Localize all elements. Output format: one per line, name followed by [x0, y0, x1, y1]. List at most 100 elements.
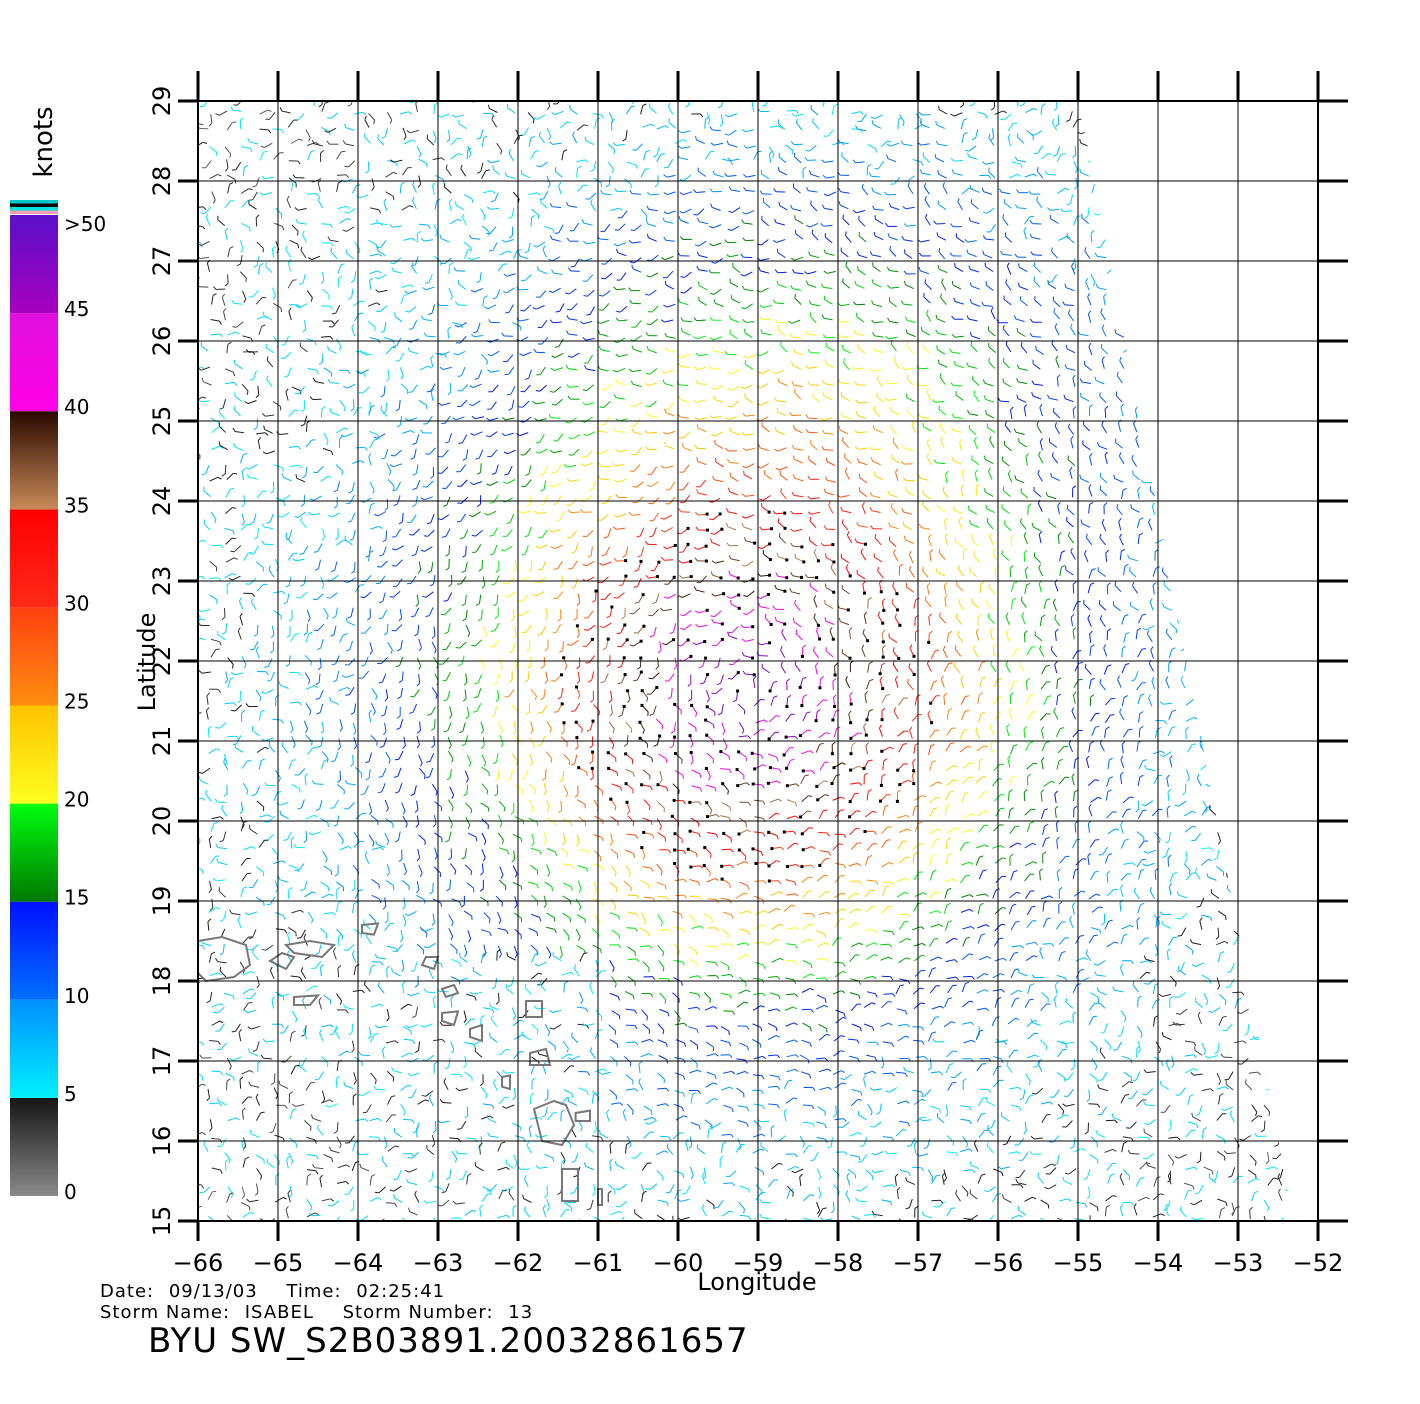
wind-vector-barb: [893, 438, 894, 442]
wind-vector: [896, 472, 898, 481]
wind-vector: [872, 496, 881, 498]
wind-vector: [1282, 161, 1288, 168]
wind-vector-barb: [1030, 319, 1032, 322]
wind-vector: [1024, 553, 1025, 562]
wind-vector-barb: [199, 124, 203, 125]
wind-vector: [337, 175, 346, 176]
wind-vector: [714, 611, 721, 617]
wind-vector-barb: [392, 92, 394, 95]
wind-vector: [1021, 522, 1027, 529]
wind-vector: [1106, 553, 1107, 562]
wind-vector: [1211, 618, 1217, 625]
wind-vector: [1231, 422, 1233, 431]
wind-vector-barb: [299, 139, 303, 141]
wind-vector-barb: [1241, 538, 1242, 542]
wind-vector-barb: [509, 149, 511, 153]
wind-vector: [509, 367, 514, 374]
rain-flag-dot: [705, 545, 708, 548]
wind-vector-barb: [1138, 487, 1141, 490]
wind-vector: [972, 602, 979, 608]
wind-vector: [1212, 89, 1218, 96]
wind-vector-barb: [607, 616, 611, 618]
wind-vector: [383, 610, 387, 618]
wind-vector-barb: [773, 240, 776, 242]
wind-vector: [211, 512, 216, 520]
wind-vector: [1138, 376, 1139, 385]
wind-vector-barb: [1195, 417, 1198, 420]
wind-vector: [1025, 570, 1027, 579]
wind-vector-barb: [1017, 328, 1018, 332]
wind-vector-barb: [713, 171, 715, 175]
wind-vector-barb: [1125, 615, 1129, 616]
wind-vector: [795, 478, 804, 481]
wind-vector-barb: [952, 457, 953, 461]
wind-vector: [732, 299, 740, 303]
wind-vector: [1243, 383, 1252, 385]
wind-vector-barb: [630, 645, 634, 646]
wind-vector-barb: [232, 300, 234, 303]
wind-vector-barb: [1048, 154, 1052, 155]
wind-vector: [1083, 96, 1092, 98]
wind-vector-barb: [256, 395, 259, 398]
wind-vector-barb: [986, 410, 987, 414]
wind-vector-barb: [264, 92, 266, 95]
wind-vector: [1149, 394, 1155, 400]
wind-vector-barb: [1205, 402, 1209, 404]
wind-vector-barb: [1055, 422, 1057, 426]
wind-vector-barb: [421, 238, 424, 241]
wind-vector-barb: [696, 381, 698, 384]
wind-vector: [260, 129, 269, 130]
wind-vector-barb: [227, 583, 230, 586]
wind-vector-barb: [1047, 395, 1049, 399]
wind-vector: [1219, 512, 1228, 513]
wind-vector-barb: [795, 294, 796, 298]
wind-vector: [958, 569, 964, 576]
wind-vector-barb: [1300, 409, 1302, 413]
wind-vector: [670, 482, 675, 490]
wind-vector: [1103, 194, 1106, 202]
wind-vector-barb: [678, 130, 681, 133]
wind-vector-barb: [1028, 504, 1031, 506]
wind-vector-barb: [1150, 198, 1153, 201]
wind-vector: [351, 513, 355, 521]
wind-vector: [416, 103, 418, 112]
rain-flag-dot: [770, 527, 773, 530]
wind-vector: [474, 432, 482, 436]
wind-vector: [745, 130, 754, 132]
wind-vector-barb: [920, 170, 922, 174]
wind-vector: [712, 207, 721, 210]
wind-vector-barb: [351, 408, 354, 411]
wind-vector-barb: [477, 172, 481, 174]
wind-vector-barb: [989, 468, 991, 472]
wind-vector: [1065, 305, 1074, 306]
wind-vector: [1217, 358, 1218, 367]
wind-vector: [651, 255, 658, 261]
wind-vector: [433, 158, 442, 160]
wind-vector-barb: [796, 111, 799, 114]
wind-vector: [1292, 144, 1296, 152]
wind-vector-barb: [907, 342, 908, 346]
wind-vector: [904, 144, 913, 145]
wind-vector-barb: [805, 157, 808, 160]
wind-vector: [586, 242, 595, 244]
wind-vector: [523, 401, 529, 407]
wind-vector: [364, 498, 372, 502]
wind-vector: [433, 131, 436, 140]
wind-vector: [616, 398, 625, 400]
wind-vector-barb: [346, 503, 350, 504]
wind-vector: [1195, 96, 1202, 101]
wind-vector-barb: [1175, 565, 1179, 566]
wind-vector: [507, 480, 515, 484]
wind-vector: [1236, 274, 1244, 279]
wind-vector: [289, 446, 298, 447]
wind-vector-barb: [1220, 248, 1224, 249]
wind-vector-barb: [938, 360, 939, 364]
wind-vector: [712, 130, 721, 131]
wind-vector-barb: [476, 604, 480, 606]
wind-vector: [190, 88, 194, 96]
wind-vector-barb: [614, 515, 618, 517]
wind-vector: [348, 208, 356, 213]
wind-vector: [944, 586, 946, 595]
wind-vector-barb: [808, 382, 810, 385]
wind-vector: [1084, 604, 1091, 610]
